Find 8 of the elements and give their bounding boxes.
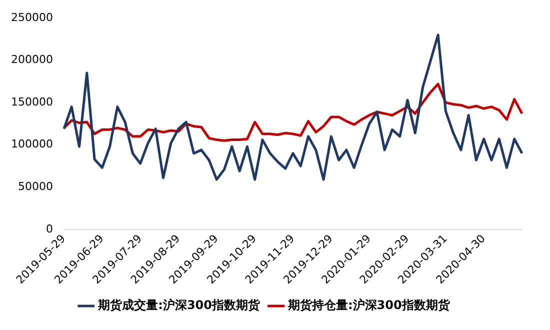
y-tick-label: 150000 [10,95,53,108]
y-tick-label: 250000 [10,10,53,24]
legend-label: 期货成交量:沪深300指数期货 [97,298,261,312]
y-tick-label: 50000 [18,180,53,194]
y-tick-label: 100000 [10,138,53,151]
y-tick-label: 200000 [10,53,53,66]
legend-label: 期货持仓量:沪深300指数期货 [287,298,451,312]
y-tick-label: 0 [46,222,53,236]
